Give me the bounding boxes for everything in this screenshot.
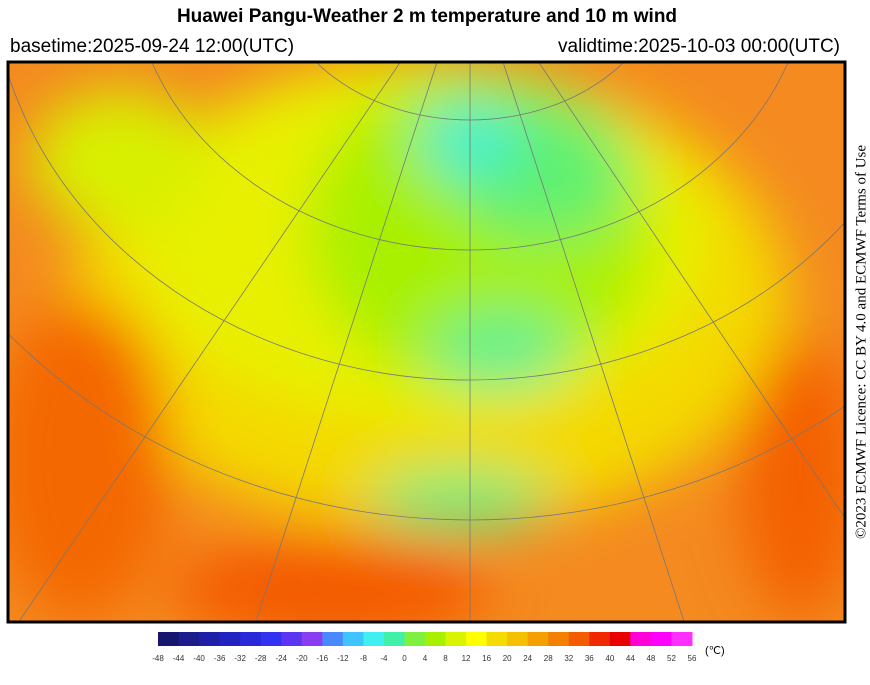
colorbar-segment xyxy=(630,632,652,646)
colorbar-tick-label: -4 xyxy=(380,654,388,663)
colorbar-segment xyxy=(425,632,447,646)
map xyxy=(8,62,845,622)
validtime: validtime:2025-10-03 00:00(UTC) xyxy=(558,36,840,57)
colorbar-tick-label: -36 xyxy=(214,654,226,663)
licence: ©2023 ECMWF Licence: CC BY 4.0 and ECMWF… xyxy=(853,145,869,539)
colorbar-tick-label: -44 xyxy=(173,654,185,663)
colorbar-tick-label: 48 xyxy=(646,654,655,663)
colorbar-tick-label: 36 xyxy=(585,654,594,663)
colorbar-tick-label: 0 xyxy=(402,654,407,663)
colorbar-segment xyxy=(199,632,221,646)
colorbar-segment xyxy=(301,632,323,646)
colorbar-tick-label: -40 xyxy=(193,654,205,663)
colorbar-tick-label: -20 xyxy=(296,654,308,663)
colorbar-segment xyxy=(178,632,200,646)
colorbar-tick-label: 32 xyxy=(564,654,573,663)
colorbar-unit: (℃) xyxy=(705,645,725,657)
colorbar-segment xyxy=(342,632,364,646)
colorbar-tick-label: 52 xyxy=(667,654,676,663)
colorbar-segment xyxy=(404,632,426,646)
colorbar-tick-label: 56 xyxy=(688,654,697,663)
colorbar-segment xyxy=(671,632,693,646)
colorbar-segment xyxy=(383,632,405,646)
colorbar-tick-label: -12 xyxy=(337,654,349,663)
colorbar-tick-label: -24 xyxy=(275,654,287,663)
colorbar-segment xyxy=(507,632,529,646)
title: Huawei Pangu-Weather 2 m temperature and… xyxy=(177,6,677,27)
colorbar-tick-label: 20 xyxy=(503,654,512,663)
colorbar-segment xyxy=(466,632,488,646)
colorbar-segment xyxy=(548,632,570,646)
colorbar-segment xyxy=(281,632,303,646)
colorbar-segment xyxy=(568,632,590,646)
colorbar-segment xyxy=(363,632,385,646)
colorbar-tick-label: 4 xyxy=(423,654,428,663)
colorbar-segment xyxy=(158,632,180,646)
colorbar-segment xyxy=(527,632,549,646)
colorbar-segment xyxy=(589,632,611,646)
colorbar-tick-label: 40 xyxy=(605,654,614,663)
colorbar-segment xyxy=(260,632,282,646)
colorbar-tick-label: -32 xyxy=(234,654,246,663)
colorbar-segment xyxy=(219,632,241,646)
colorbar-segment xyxy=(240,632,262,646)
colorbar-segment xyxy=(486,632,508,646)
colorbar-tick-label: -48 xyxy=(152,654,164,663)
colorbar-segment xyxy=(445,632,467,646)
colorbar-tick-label: -8 xyxy=(360,654,368,663)
basetime: basetime:2025-09-24 12:00(UTC) xyxy=(10,36,294,57)
colorbar-tick-label: 44 xyxy=(626,654,635,663)
colorbar-segment xyxy=(322,632,344,646)
colorbar-tick-label: 16 xyxy=(482,654,491,663)
colorbar-tick-label: -16 xyxy=(317,654,329,663)
colorbar-segment xyxy=(650,632,672,646)
colorbar-tick-label: 12 xyxy=(462,654,471,663)
colorbar-tick-label: 28 xyxy=(544,654,553,663)
colorbar-tick-label: 24 xyxy=(523,654,532,663)
map-frame xyxy=(6,60,847,624)
colorbar-tick-label: -28 xyxy=(255,654,267,663)
colorbar: -48 -44 -40 -36 -32 -28 -24 -20 -16 -12 -8 -4 0 4 8 12 1… xyxy=(152,632,697,663)
colorbar-segment xyxy=(609,632,631,646)
colorbar-tick-label: 8 xyxy=(443,654,448,663)
